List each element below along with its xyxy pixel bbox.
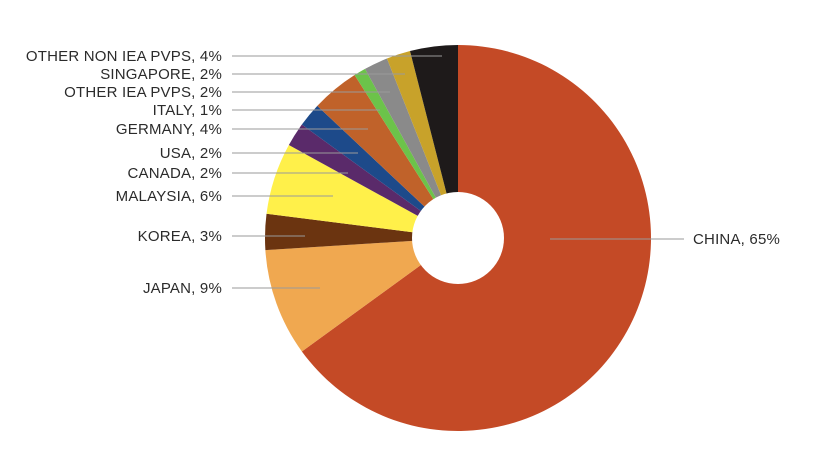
slice-other-non-iea-pvps bbox=[410, 45, 458, 238]
slice-usa bbox=[301, 105, 458, 238]
slice-malaysia bbox=[266, 145, 458, 238]
label-japan: JAPAN, 9% bbox=[143, 280, 222, 297]
label-italy: ITALY, 1% bbox=[153, 102, 222, 119]
leaders-layer bbox=[232, 55, 684, 289]
slice-korea bbox=[264, 213, 458, 251]
slice-japan bbox=[265, 238, 458, 352]
slice-italy bbox=[354, 68, 458, 239]
label-germany: GERMANY, 4% bbox=[116, 121, 222, 138]
slice-germany bbox=[317, 75, 458, 238]
label-canada: CANADA, 2% bbox=[127, 165, 222, 182]
label-china: CHINA, 65% bbox=[693, 231, 780, 248]
donut-hole bbox=[412, 192, 504, 284]
label-usa: USA, 2% bbox=[160, 145, 222, 162]
label-malaysia: MALAYSIA, 6% bbox=[116, 188, 222, 205]
slice-other-iea-pvps bbox=[365, 58, 458, 238]
labels-layer: CHINA, 65% JAPAN, 9% KOREA, 3% MALAYSIA, 6%… bbox=[26, 48, 780, 297]
label-other-non-iea-pvps: OTHER NON IEA PVPS, 4% bbox=[26, 48, 222, 65]
slice-singapore bbox=[386, 51, 458, 239]
label-korea: KOREA, 3% bbox=[138, 228, 222, 245]
label-other-iea-pvps: OTHER IEA PVPS, 2% bbox=[64, 84, 222, 101]
label-singapore: SINGAPORE, 2% bbox=[100, 66, 222, 83]
